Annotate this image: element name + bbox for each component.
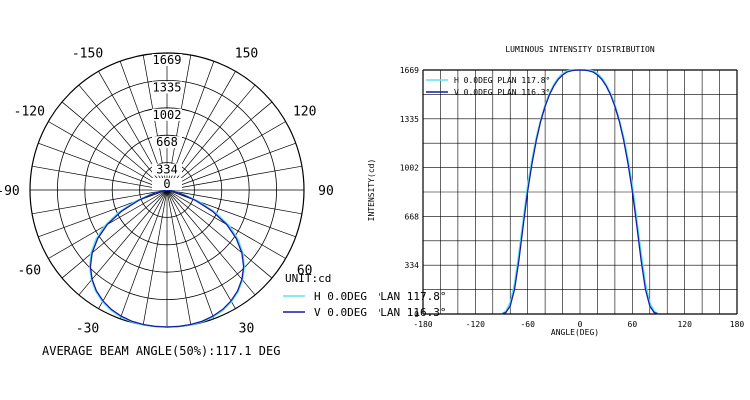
polar-spoke: [166, 189, 256, 296]
polar-spoke: [98, 189, 168, 309]
cartesian-series-group: [501, 69, 659, 315]
polar-angle-label: 30: [239, 322, 255, 337]
polar-radial-label-bg: [152, 178, 182, 190]
cart-y-tick-label: 334: [405, 261, 420, 270]
polar-ring: [57, 80, 277, 300]
polar-legend-label-h: H 0.0DEG PLAN 117.8°: [314, 290, 446, 303]
cartesian-legend: H 0.0DEG PLAN 117.8° V 0.0DEG PLAN 116.3…: [426, 76, 550, 97]
polar-spoke: [119, 189, 168, 319]
polar-angle-label: -30: [76, 322, 99, 337]
polar-radial-label: 334: [156, 163, 178, 177]
polar-spoke: [166, 165, 302, 191]
cart-y-tick-label: 1669: [400, 66, 419, 75]
polar-angle-label: 120: [293, 105, 316, 120]
cart-legend-label-h: H 0.0DEG PLAN 117.8°: [454, 76, 550, 85]
cart-legend-label-v: V 0.0DEG PLAN 116.3°: [454, 88, 550, 97]
chart-title: LUMINOUS INTENSITY DISTRIBUTION: [505, 45, 654, 54]
polar-radial-label-bg: [152, 81, 182, 94]
polar-radial-label: 1002: [153, 108, 182, 122]
polar-angle-label: 60: [297, 264, 313, 279]
cart-series-line: [501, 69, 659, 315]
polar-spoke: [166, 189, 192, 325]
cart-x-tick-label: 60: [628, 320, 638, 329]
unit-label: UNIT:cd: [285, 272, 331, 285]
polar-radial-label-bg: [152, 54, 182, 66]
polar-legend: H 0.0DEG PLAN 117.8° V 0.0DEG PLAN 116.3…: [283, 290, 446, 319]
polar-spoke: [166, 142, 296, 191]
polar-spoke: [142, 189, 168, 325]
polar-spoke: [61, 101, 168, 191]
legend-clip-mask: [369, 270, 379, 330]
polar-angle-label: 90: [318, 184, 334, 199]
cart-x-tick-label: 0: [578, 320, 583, 329]
polar-spoke: [166, 121, 286, 191]
cart-y-tick-label: 1002: [400, 164, 419, 173]
beam-angle-note: AVERAGE BEAM ANGLE(50%):117.1 DEG: [42, 344, 280, 358]
polar-series-group: [88, 189, 246, 328]
polar-spoke: [32, 189, 168, 215]
polar-angle-label: 150: [235, 46, 258, 61]
polar-angle-label: -150: [72, 46, 103, 61]
polar-angle-label: -120: [14, 105, 45, 120]
polar-ring: [84, 107, 250, 273]
polar-radial-label: 1669: [153, 53, 182, 67]
cart-x-tick-label: -180: [413, 320, 432, 329]
cart-y-tick-label: 668: [405, 212, 420, 221]
polar-legend-label-v: V 0.0DEG PLAN 116.3°: [314, 306, 446, 319]
polar-spoke: [32, 165, 168, 191]
cart-x-tick-label: -60: [520, 320, 535, 329]
polar-angle-label: -90: [0, 184, 20, 199]
polar-spoke: [78, 189, 168, 296]
cart-y-tick-label: 0: [414, 310, 419, 319]
polar-radial-label-bg: [152, 136, 182, 149]
polar-spoke: [61, 189, 168, 279]
polar-spoke: [166, 189, 302, 215]
polar-spoke: [166, 189, 215, 319]
polar-spoke: [48, 121, 168, 191]
cart-x-tick-label: 180: [730, 320, 745, 329]
polar-ring: [111, 134, 223, 246]
cart-x-tick-label: 120: [677, 320, 692, 329]
cartesian-tick-labels: -180 -120 -60 0 60 120 180 0 334 668 1002 1335 1669: [400, 66, 745, 329]
cartesian-grid: [422, 69, 738, 315]
polar-radial-label-bg: [152, 108, 182, 121]
polar-angle-labels: -150 150 -120 120 -90 90 -60 60 -30 30: [0, 46, 334, 336]
cartesian-chart: LUMINOUS INTENSITY DISTRIBUTION -180 -120…: [367, 45, 744, 337]
x-axis-label: ANGLE(DEG): [551, 328, 599, 337]
polar-radial-label: 1335: [153, 80, 182, 94]
polar-radial-label: 668: [156, 135, 178, 149]
polar-radial-label: 0: [163, 177, 170, 191]
cart-x-tick-label: -120: [466, 320, 485, 329]
y-axis-label: INTENSITY(cd): [367, 159, 376, 222]
polar-spoke: [38, 142, 168, 191]
polar-spoke: [166, 189, 236, 309]
cart-y-tick-label: 1335: [400, 115, 419, 124]
polar-series-line: [89, 189, 245, 328]
polar-spoke: [166, 101, 273, 191]
polar-spoke: [166, 189, 273, 279]
polar-angle-label: -60: [18, 264, 41, 279]
polar-radial-label-bg: [152, 163, 182, 176]
polar-ring: [139, 162, 195, 218]
